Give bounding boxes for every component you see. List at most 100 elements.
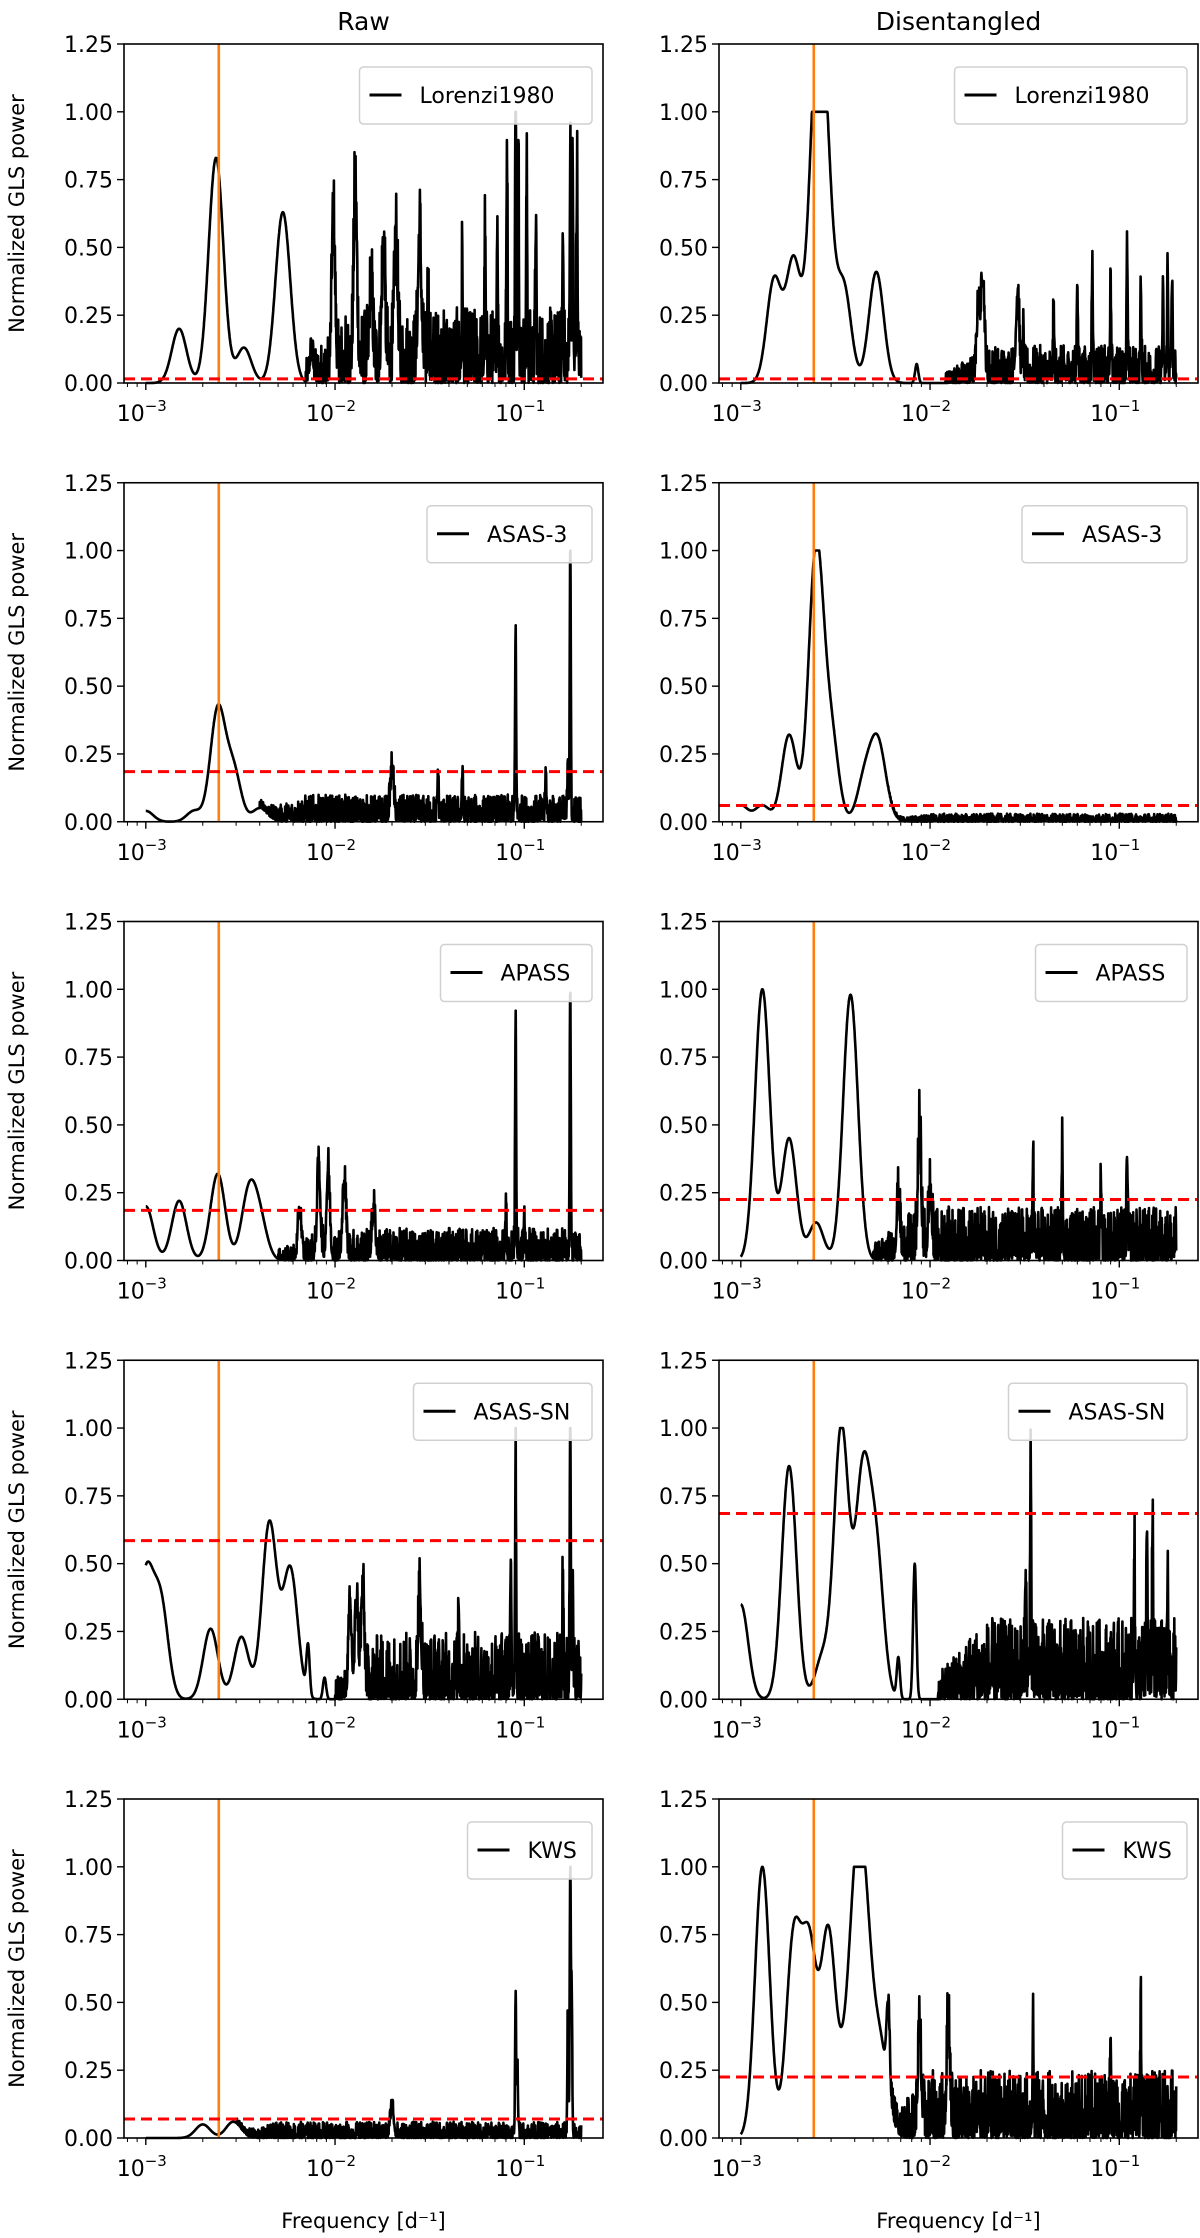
axes-frame	[123, 920, 604, 1262]
x-tick-base: 10	[306, 1718, 334, 1743]
axes-frame	[718, 1359, 1199, 1701]
x-tick-label: 10−1	[495, 397, 545, 427]
y-tick-label: 0.50	[64, 1991, 113, 2016]
y-axis-label: Normalized GLS power	[5, 1849, 29, 2088]
y-axis-label: Normalized GLS power	[5, 94, 29, 333]
power-spectrum-line	[144, 549, 583, 824]
power-spectrum-line	[144, 1865, 583, 2140]
x-tick-label: 10−2	[901, 2152, 951, 2182]
y-tick-label: 1.00	[659, 1417, 708, 1442]
x-tick-exponent: −3	[145, 2152, 167, 2170]
x-tick-exponent: −3	[145, 836, 167, 854]
axes-frame	[123, 481, 604, 823]
legend-box	[358, 66, 593, 125]
x-tick-exponent: −3	[740, 2152, 762, 2170]
x-tick-base: 10	[117, 2157, 145, 2182]
x-tick-base: 10	[117, 402, 145, 427]
legend-box	[439, 943, 593, 1003]
x-tick-exponent: −2	[929, 1713, 951, 1731]
x-tick-base: 10	[1090, 841, 1118, 866]
y-tick-label: 1.25	[659, 33, 708, 58]
legend-label: ASAS-3	[487, 523, 567, 548]
x-tick-label: 10−2	[306, 1713, 356, 1743]
x-axis-label: Frequency [d⁻¹]	[281, 2209, 445, 2233]
y-tick-label: 0.75	[64, 607, 113, 632]
y-tick-label: 1.00	[64, 978, 113, 1003]
y-tick-label: 0.75	[64, 1924, 113, 1949]
x-tick-base: 10	[117, 841, 145, 866]
y-tick-label: 0.75	[64, 169, 113, 194]
power-spectrum-line	[739, 549, 1178, 824]
legend-label: APASS	[1096, 962, 1166, 987]
x-tick-label: 10−1	[495, 2152, 545, 2182]
x-tick-label: 10−3	[712, 836, 762, 866]
x-tick-base: 10	[117, 1718, 145, 1743]
legend-box	[1061, 1821, 1188, 1880]
y-tick-label: 0.75	[659, 1046, 708, 1071]
y-tick-label: 0.00	[64, 1688, 113, 1713]
legend-box	[1007, 1382, 1188, 1441]
y-tick-label: 0.75	[659, 169, 708, 194]
x-tick-base: 10	[901, 1280, 929, 1305]
axes-frame	[718, 481, 1199, 823]
x-tick-exponent: −2	[929, 836, 951, 854]
x-tick-base: 10	[495, 841, 523, 866]
y-tick-label: 0.75	[659, 1924, 708, 1949]
legend-box	[466, 1821, 593, 1880]
power-spectrum-line	[739, 110, 1178, 385]
y-tick-label: 0.75	[659, 1485, 708, 1510]
x-tick-base: 10	[901, 1718, 929, 1743]
x-tick-exponent: −3	[740, 836, 762, 854]
legend-label: KWS	[528, 1839, 577, 1864]
power-spectrum-line	[144, 1426, 583, 1701]
x-tick-base: 10	[1090, 2157, 1118, 2182]
x-tick-exponent: −1	[523, 2152, 545, 2170]
power-spectrum-line	[739, 987, 1178, 1262]
x-tick-label: 10−1	[1090, 836, 1140, 866]
legend: APASS	[1034, 943, 1188, 1003]
y-tick-label: 0.75	[64, 1485, 113, 1510]
legend-label: ASAS-SN	[474, 1400, 571, 1425]
axes-frame	[123, 43, 604, 384]
legend-label: KWS	[1123, 1839, 1172, 1864]
legend: APASS	[439, 943, 593, 1003]
y-tick-label: 0.25	[64, 304, 113, 329]
legend-label: ASAS-3	[1082, 523, 1162, 548]
legend: ASAS-SN	[1007, 1382, 1188, 1441]
y-tick-label: 1.25	[64, 911, 113, 936]
axes-frame	[718, 1798, 1199, 2139]
legend: Lorenzi1980	[358, 66, 593, 125]
x-tick-label: 10−1	[1090, 2152, 1140, 2182]
x-tick-base: 10	[495, 2157, 523, 2182]
legend-label: ASAS-SN	[1069, 1400, 1166, 1425]
x-tick-label: 10−1	[1090, 397, 1140, 427]
y-tick-label: 1.25	[659, 1349, 708, 1374]
x-tick-exponent: −1	[523, 836, 545, 854]
x-tick-exponent: −1	[1118, 1713, 1140, 1731]
x-tick-label: 10−3	[117, 836, 167, 866]
x-tick-base: 10	[117, 1280, 145, 1305]
y-axis-label: Normalized GLS power	[5, 1410, 29, 1649]
x-tick-label: 10−3	[712, 2152, 762, 2182]
legend-box	[953, 66, 1188, 125]
x-tick-exponent: −2	[334, 1713, 356, 1731]
x-tick-exponent: −1	[523, 397, 545, 415]
axes-frame	[718, 43, 1199, 384]
y-tick-label: 0.50	[64, 675, 113, 700]
x-tick-label: 10−3	[712, 1275, 762, 1305]
y-tick-label: 1.00	[64, 1856, 113, 1881]
y-tick-label: 0.25	[659, 743, 708, 768]
x-tick-base: 10	[495, 1718, 523, 1743]
y-tick-label: 0.50	[64, 236, 113, 261]
y-tick-label: 0.00	[659, 1250, 708, 1275]
power-spectrum-line	[739, 1426, 1178, 1701]
x-tick-base: 10	[306, 2157, 334, 2182]
y-tick-label: 1.00	[659, 101, 708, 126]
y-tick-label: 0.25	[659, 2059, 708, 2084]
x-tick-base: 10	[1090, 402, 1118, 427]
